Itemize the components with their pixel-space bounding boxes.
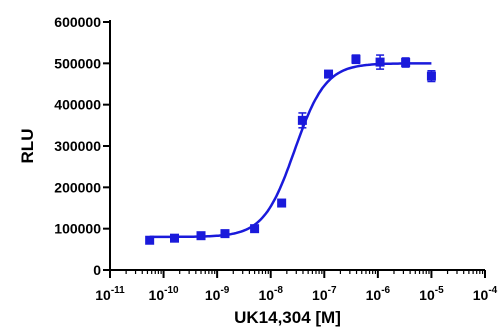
data-marker	[277, 198, 287, 208]
y-tick-label: 500000	[54, 55, 101, 71]
x-tick-label: 10-7	[312, 285, 337, 303]
y-tick-label: 200000	[54, 179, 101, 195]
x-tick-label: 10-11	[95, 285, 125, 303]
data-point	[401, 57, 411, 68]
data-marker	[351, 54, 361, 64]
data-marker	[401, 58, 411, 68]
y-tick-label: 300000	[54, 138, 101, 154]
data-marker	[220, 229, 230, 239]
data-point	[250, 224, 260, 234]
x-tick-label: 10-9	[205, 285, 230, 303]
data-point	[375, 54, 385, 70]
fit-curve-layer	[149, 62, 432, 239]
data-points-layer	[145, 54, 436, 245]
data-marker	[426, 71, 436, 81]
x-tick-label: 10-4	[473, 285, 498, 303]
data-point	[324, 69, 334, 79]
data-point	[297, 112, 307, 129]
data-point	[196, 231, 206, 241]
data-marker	[170, 233, 180, 243]
data-point	[351, 54, 361, 65]
x-axis-label: UK14,304 [M]	[234, 308, 341, 327]
data-marker	[297, 115, 307, 125]
data-marker	[145, 235, 155, 245]
data-marker	[196, 231, 206, 241]
data-marker	[375, 57, 385, 67]
y-tick-label: 400000	[54, 97, 101, 113]
data-point	[220, 229, 230, 239]
y-axis-label: RLU	[18, 129, 37, 164]
data-point	[170, 233, 180, 243]
data-marker	[250, 224, 260, 234]
axis-ticks: 0 100000 200000 300000 400000 500000 600000 10-…	[54, 14, 497, 303]
fit-curve	[149, 62, 432, 239]
y-tick-label: 600000	[54, 14, 101, 30]
x-tick-label: 10-8	[258, 285, 283, 303]
x-tick-label: 10-10	[149, 285, 179, 303]
x-tick-label: 10-6	[366, 285, 391, 303]
x-tick-label: 10-5	[419, 285, 444, 303]
data-point	[145, 235, 155, 245]
data-marker	[324, 69, 334, 79]
data-point	[426, 70, 436, 83]
y-tick-label: 100000	[54, 221, 101, 237]
data-point	[277, 198, 287, 208]
y-tick-label: 0	[93, 262, 101, 278]
